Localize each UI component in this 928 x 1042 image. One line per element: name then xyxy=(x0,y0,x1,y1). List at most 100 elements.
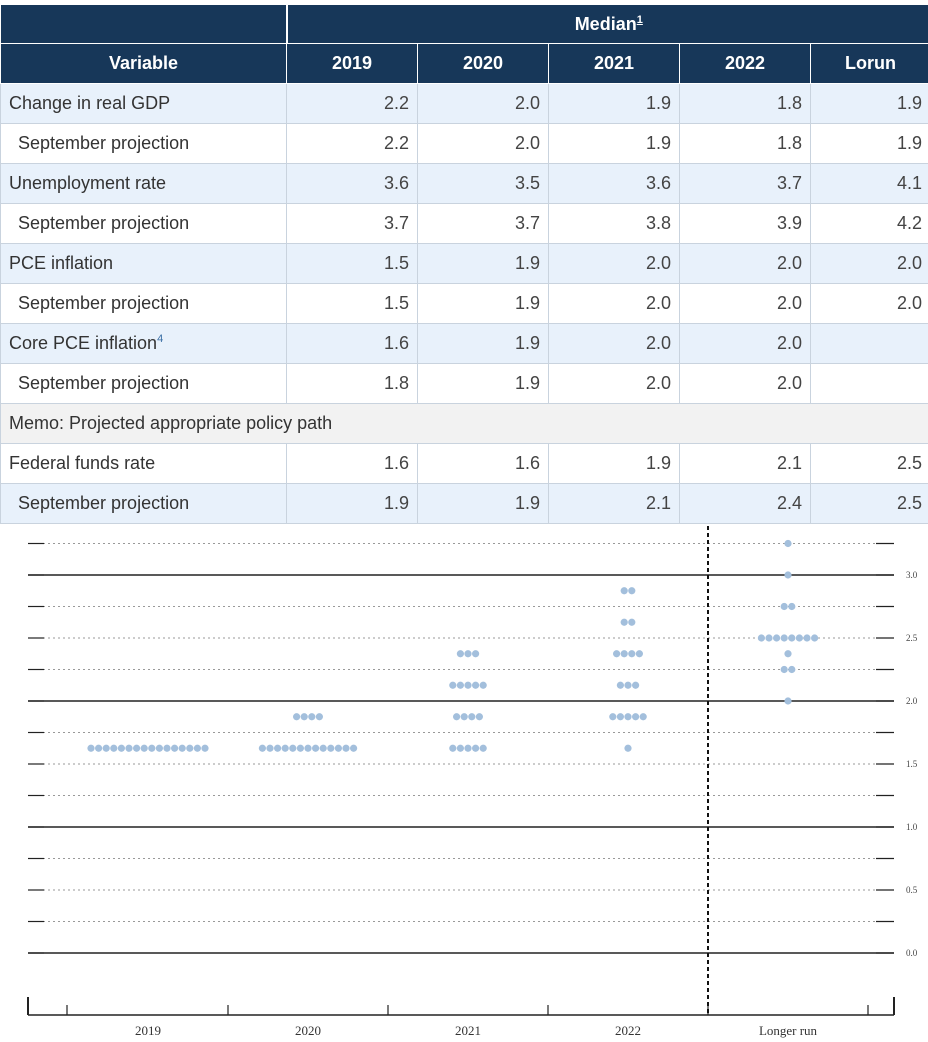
row-label: September projection xyxy=(0,363,287,404)
table-cell: 2.0 xyxy=(548,363,680,404)
projection-dot xyxy=(281,744,289,752)
projection-dot xyxy=(456,650,464,658)
x-tick-label: 2021 xyxy=(455,1023,481,1038)
table-cell: 2.0 xyxy=(548,323,680,364)
projection-dot xyxy=(784,697,792,705)
table-cell: 1.9 xyxy=(809,83,928,124)
dot-plot-chart: 0.0 0.5 1.0 1.5 2.0 2.5 3.0 2019 2020 2021 2022 Lon… xyxy=(27,526,918,1038)
table-cell: 1.9 xyxy=(417,483,549,524)
projection-dot xyxy=(464,650,472,658)
projection-dot xyxy=(620,618,628,626)
footnote-link[interactable]: 4 xyxy=(157,333,164,345)
projection-dot xyxy=(472,744,480,752)
projection-dot xyxy=(350,744,358,752)
projection-dot xyxy=(296,744,304,752)
table-cell: 2.0 xyxy=(417,83,549,124)
projection-dot xyxy=(342,744,350,752)
projection-dot xyxy=(456,681,464,689)
median-footnote[interactable]: 1 xyxy=(636,13,643,26)
projection-dot xyxy=(784,650,792,658)
projection-dot xyxy=(258,744,266,752)
projection-dot xyxy=(95,744,103,752)
table-cell: 1.6 xyxy=(286,443,418,484)
table-cell: 3.8 xyxy=(548,203,680,244)
projection-dot xyxy=(140,744,148,752)
table-cell: 3.7 xyxy=(417,203,549,244)
table-cell: 2.1 xyxy=(679,443,811,484)
projection-dot xyxy=(102,744,110,752)
projection-dot xyxy=(468,713,476,721)
table-cell: 3.9 xyxy=(679,203,811,244)
table-cell: 2.0 xyxy=(809,243,928,284)
y-tick-label: 2.5 xyxy=(906,633,918,643)
projection-dot xyxy=(475,713,483,721)
projection-dot xyxy=(624,681,632,689)
table-cell: 3.6 xyxy=(548,163,680,204)
table-cell: 4.1 xyxy=(809,163,928,204)
y-tick-label: 0.0 xyxy=(906,948,918,958)
table-cell: 2.0 xyxy=(548,283,680,324)
table-cell: 1.5 xyxy=(286,283,418,324)
table-cell: 3.6 xyxy=(286,163,418,204)
col-header: 2022 xyxy=(679,43,811,84)
table-cell: 1.9 xyxy=(548,83,680,124)
projection-dot xyxy=(319,744,327,752)
col-header: Lorun xyxy=(809,43,928,84)
projection-dot xyxy=(788,634,796,642)
projection-dot xyxy=(624,713,632,721)
projection-dot xyxy=(616,713,625,721)
header-blank-cell xyxy=(0,4,288,44)
y-tick-label: 1.0 xyxy=(906,822,918,832)
col-header: 2019 xyxy=(286,43,418,84)
projection-dot xyxy=(117,744,125,752)
projection-dot xyxy=(163,744,171,752)
row-label: Federal funds rate xyxy=(0,443,287,484)
table-cell: 1.8 xyxy=(679,83,811,124)
row-label: Change in real GDP xyxy=(0,83,287,124)
projection-dot xyxy=(632,713,640,721)
row-label: Core PCE inflation4 xyxy=(0,323,287,364)
table-cell: 1.6 xyxy=(286,323,418,364)
table-cell: 1.6 xyxy=(417,443,549,484)
memo-row: Memo: Projected appropriate policy path xyxy=(0,403,928,444)
projection-dot xyxy=(620,650,628,658)
y-tick-label: 3.0 xyxy=(906,570,918,580)
table-cell: 2.0 xyxy=(679,323,811,364)
projection-dot xyxy=(87,744,95,752)
projection-dot xyxy=(125,744,133,752)
projection-dot xyxy=(453,713,461,721)
table-row: September projection 2.2 2.0 1.9 1.8 1.9 xyxy=(0,123,928,164)
table-cell: 2.2 xyxy=(286,83,418,124)
projection-dot xyxy=(274,744,282,752)
table-cell: 3.7 xyxy=(679,163,811,204)
table-cell: 1.9 xyxy=(548,123,680,164)
projection-dot xyxy=(765,634,773,642)
table-cell: 1.9 xyxy=(286,483,418,524)
projection-dot xyxy=(308,713,316,721)
table-cell: 1.9 xyxy=(417,363,549,404)
row-label: September projection xyxy=(0,203,287,244)
projection-dot xyxy=(784,571,792,579)
projection-dot xyxy=(616,681,625,689)
table-cell: 2.0 xyxy=(548,243,680,284)
table-cell: 4.2 xyxy=(809,203,928,244)
table-cell: 2.5 xyxy=(809,483,928,524)
projection-dot xyxy=(788,665,796,674)
projection-dot xyxy=(171,744,179,752)
table-row: Change in real GDP 2.2 2.0 1.9 1.8 1.9 xyxy=(0,83,928,124)
projection-dot xyxy=(479,744,487,752)
table-cell: 2.0 xyxy=(679,363,811,404)
x-tick-label: 2020 xyxy=(295,1023,321,1038)
projection-dot xyxy=(178,744,186,752)
projection-dot xyxy=(449,681,457,689)
projection-dot xyxy=(609,713,617,721)
projection-dot xyxy=(784,539,792,548)
table-cell: 1.8 xyxy=(286,363,418,404)
projection-dot xyxy=(472,681,480,689)
x-tick-label: 2022 xyxy=(615,1023,641,1038)
projection-dot xyxy=(133,744,141,752)
projection-dot xyxy=(449,744,457,752)
projection-dot xyxy=(312,744,320,752)
projection-dot xyxy=(773,634,781,642)
projection-dot xyxy=(628,618,636,626)
